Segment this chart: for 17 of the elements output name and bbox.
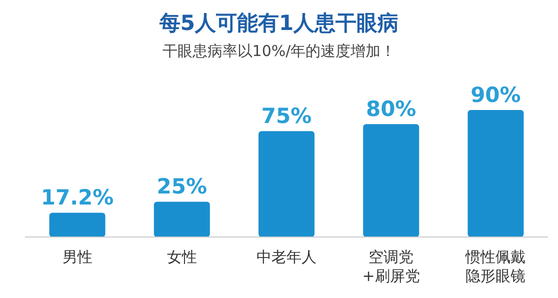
data-label: 80% [366, 97, 416, 122]
bar [49, 212, 106, 237]
bar [363, 124, 420, 237]
x-tick-label: 惯性佩戴隐形眼镜 [464, 248, 527, 286]
data-label: 90% [470, 83, 521, 107]
bar [154, 202, 210, 237]
chart-title: 每5人可能有1人患干眼病 [158, 11, 399, 35]
x-tick-label: 空调党 +刷屏党 [361, 248, 421, 286]
data-label: 75% [261, 104, 312, 128]
x-tick-label: 女性 [166, 248, 198, 267]
bar [258, 131, 314, 237]
chart-subtitle: 干眼患病率以10%/年的速度增加！ [162, 42, 396, 60]
data-label: 25% [156, 174, 208, 199]
data-label: 17.2% [40, 186, 114, 210]
x-tick-label: 中老年人 [256, 248, 318, 267]
bar [468, 110, 524, 237]
x-tick-label: 男性 [61, 248, 94, 267]
